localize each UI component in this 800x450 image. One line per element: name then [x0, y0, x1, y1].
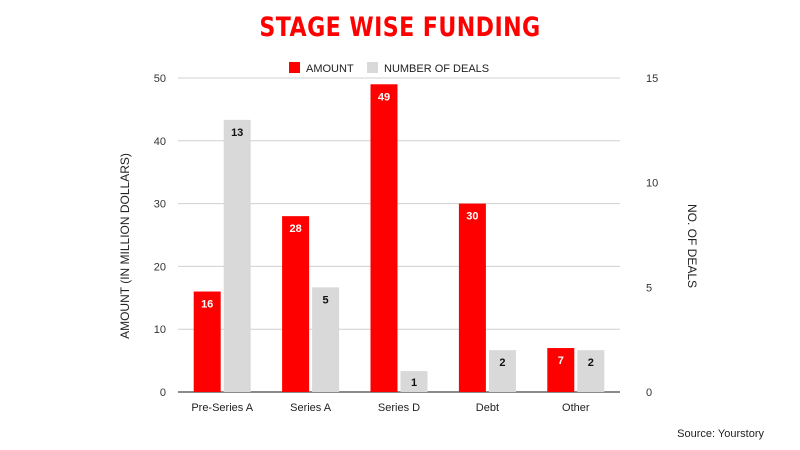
- amount-bar: [193, 291, 221, 392]
- right-tick-label: 0: [646, 387, 652, 399]
- legend-label-amount: AMOUNT: [306, 63, 354, 75]
- chart-title: STAGE WISE FUNDING: [259, 12, 541, 43]
- amount-value-label: 16: [201, 299, 213, 311]
- left-axis-ticks: 0 10 20 30 40 50: [154, 73, 166, 399]
- amount-bar: [458, 203, 486, 392]
- left-tick-label: 20: [154, 261, 166, 273]
- left-tick-label: 50: [154, 73, 166, 85]
- amount-bar: [370, 84, 398, 392]
- right-tick-label: 5: [646, 282, 652, 294]
- left-tick-label: 30: [154, 199, 166, 211]
- amount-value-label: 49: [378, 91, 390, 103]
- amount-bar: [547, 348, 575, 392]
- bar-value-labels: 16 13 28 5 49 1 30 2 7 2: [201, 91, 594, 389]
- bars: [193, 84, 605, 392]
- deals-value-label: 2: [588, 357, 594, 369]
- legend-swatch-deals: [367, 62, 378, 73]
- left-tick-label: 40: [154, 136, 166, 148]
- left-tick-label: 0: [160, 387, 166, 399]
- grid-lines: [178, 77, 620, 393]
- x-axis-ticks: Pre-Series A Series A Series D Debt Other: [191, 402, 590, 414]
- legend: AMOUNT NUMBER OF DEALS: [289, 62, 489, 75]
- x-tick-label: Pre-Series A: [191, 402, 253, 414]
- x-tick-label: Other: [562, 402, 590, 414]
- deals-value-label: 2: [499, 357, 505, 369]
- left-tick-label: 10: [154, 324, 166, 336]
- deals-bar: [312, 287, 340, 392]
- x-tick-label: Series D: [378, 402, 420, 414]
- deals-bar: [577, 350, 605, 392]
- amount-value-label: 7: [558, 355, 564, 367]
- deals-value-label: 5: [323, 294, 329, 306]
- y2-axis-label: NO. OF DEALS: [685, 204, 699, 288]
- source-note: Source: Yourstory: [677, 428, 764, 440]
- y-axis-label: AMOUNT (IN MILLION DOLLARS): [118, 153, 132, 339]
- amount-bar: [282, 216, 310, 392]
- deals-bar: [223, 119, 251, 392]
- right-axis-ticks: 0 5 10 15: [646, 73, 658, 399]
- legend-label-deals: NUMBER OF DEALS: [384, 63, 489, 75]
- x-tick-label: Series A: [290, 402, 332, 414]
- amount-value-label: 30: [466, 211, 478, 223]
- right-tick-label: 15: [646, 73, 658, 85]
- deals-value-label: 13: [231, 127, 243, 139]
- x-tick-label: Debt: [476, 402, 499, 414]
- amount-value-label: 28: [289, 223, 301, 235]
- deals-value-label: 1: [411, 377, 417, 389]
- legend-swatch-amount: [289, 62, 300, 73]
- right-tick-label: 10: [646, 178, 658, 190]
- deals-bar: [400, 371, 428, 392]
- deals-bar: [488, 350, 516, 392]
